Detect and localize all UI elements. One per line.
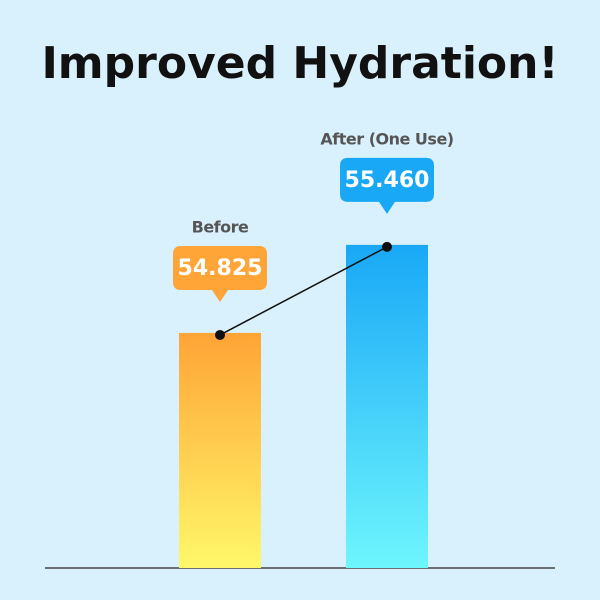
bar [179,332,261,568]
value-label: 55.460 [345,168,430,193]
value-label: 54.825 [178,256,263,281]
chart-title: Improved Hydration! [41,38,558,89]
connector-line [219,246,388,336]
bar [346,244,428,569]
category-label: After (One Use) [320,129,453,148]
value-bubble [173,245,267,302]
connector-dot [215,329,225,340]
connector-dot [382,241,392,252]
category-label: Before [192,217,249,236]
value-bubble [340,157,434,214]
